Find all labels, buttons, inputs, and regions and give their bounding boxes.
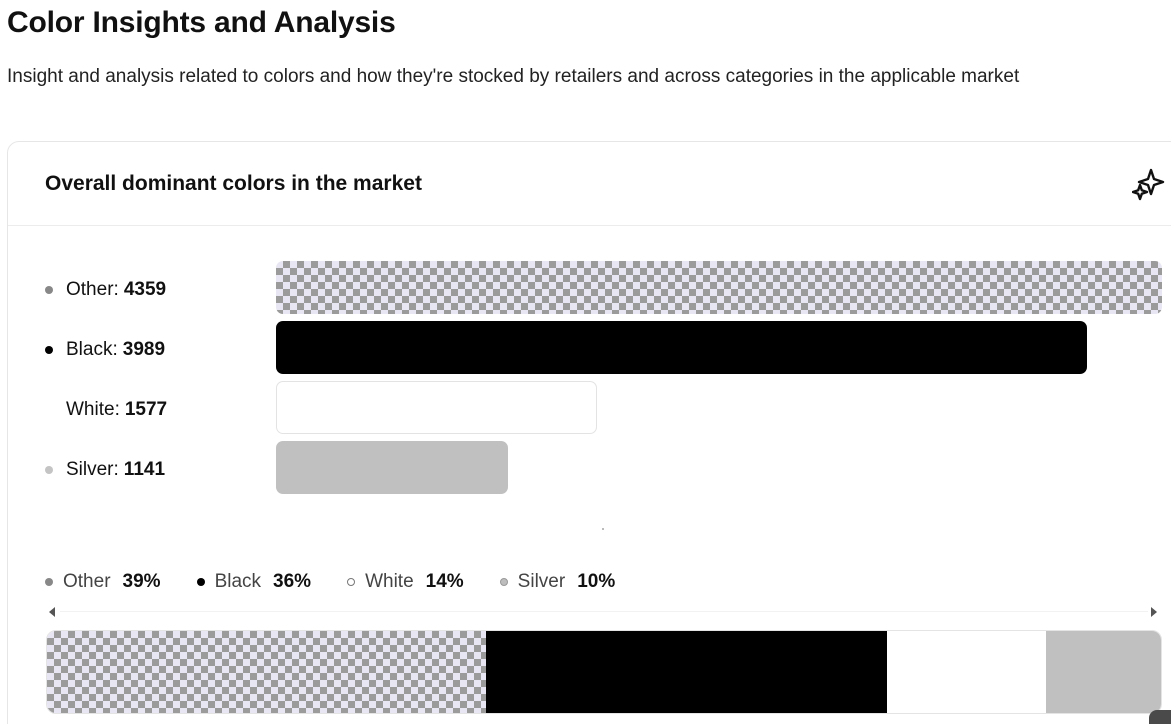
percent-value-black: 36%: [273, 571, 312, 592]
percent-item-white[interactable]: White 14%: [347, 571, 464, 593]
percent-item-black[interactable]: Black 36%: [196, 571, 312, 593]
bar-label-white: White:1577: [45, 395, 265, 425]
bar-label-silver-name: Silver: [66, 459, 114, 480]
percent-value-white: 14%: [425, 571, 464, 592]
percent-dot-black: [196, 578, 205, 586]
percent-value-other: 39%: [122, 571, 161, 592]
percent-legend: Other 39% Black 36% White 14% Silver 10%: [45, 567, 651, 597]
percent-item-silver[interactable]: Silver 10%: [499, 571, 616, 593]
sparkle-icon[interactable]: [1132, 168, 1166, 202]
segment-black[interactable]: [485, 631, 888, 713]
legend-dot-silver: [45, 466, 53, 474]
bar-label-silver-value: 1141: [123, 459, 166, 480]
bar-label-other-value: 4359: [123, 279, 167, 300]
bar-black[interactable]: [276, 321, 1087, 374]
legend-dot-white: [45, 406, 53, 414]
segment-other[interactable]: [47, 631, 486, 713]
percent-label-silver: Silver: [517, 571, 566, 592]
scroll-track[interactable]: [60, 611, 1148, 612]
legend-dot-black: [45, 346, 53, 354]
dominant-colors-card: Overall dominant colors in the market Ot…: [7, 141, 1171, 724]
scroll-left-arrow-icon[interactable]: [49, 607, 55, 617]
percent-label-white: White: [365, 571, 414, 592]
chart-divider-dot: [602, 528, 604, 530]
percent-dot-other: [45, 578, 53, 586]
scroll-right-arrow-icon[interactable]: [1151, 607, 1157, 617]
stacked-share-bar: [46, 630, 1162, 714]
bar-label-other: Other:4359: [45, 275, 265, 305]
percent-value-silver: 10%: [577, 571, 616, 592]
card-title: Overall dominant colors in the market: [45, 172, 422, 195]
page-title: Color Insights and Analysis: [7, 6, 396, 39]
page-subtitle: Insight and analysis related to colors a…: [7, 66, 1020, 87]
bar-white[interactable]: [276, 381, 597, 434]
bar-label-white-value: 1577: [124, 399, 168, 420]
bar-silver[interactable]: [276, 441, 508, 494]
bar-label-white-name: White: [66, 399, 115, 420]
bar-label-black: Black:3989: [45, 335, 265, 365]
bar-label-black-value: 3989: [122, 339, 166, 360]
segment-white[interactable]: [887, 631, 1047, 713]
card-header: Overall dominant colors in the market: [8, 142, 1171, 226]
percent-item-other[interactable]: Other 39%: [45, 571, 161, 593]
resize-handle[interactable]: [1149, 710, 1171, 724]
legend-dot-other: [45, 286, 53, 294]
segment-silver[interactable]: [1046, 631, 1161, 713]
percent-dot-silver: [499, 578, 508, 586]
bar-label-other-name: Other: [66, 279, 114, 300]
percent-label-black: Black: [214, 571, 262, 592]
percent-label-other: Other: [63, 571, 111, 592]
bar-label-silver: Silver:1141: [45, 455, 265, 485]
bar-other[interactable]: [276, 261, 1162, 314]
bar-label-black-name: Black: [66, 339, 113, 360]
percent-dot-white: [347, 578, 356, 586]
